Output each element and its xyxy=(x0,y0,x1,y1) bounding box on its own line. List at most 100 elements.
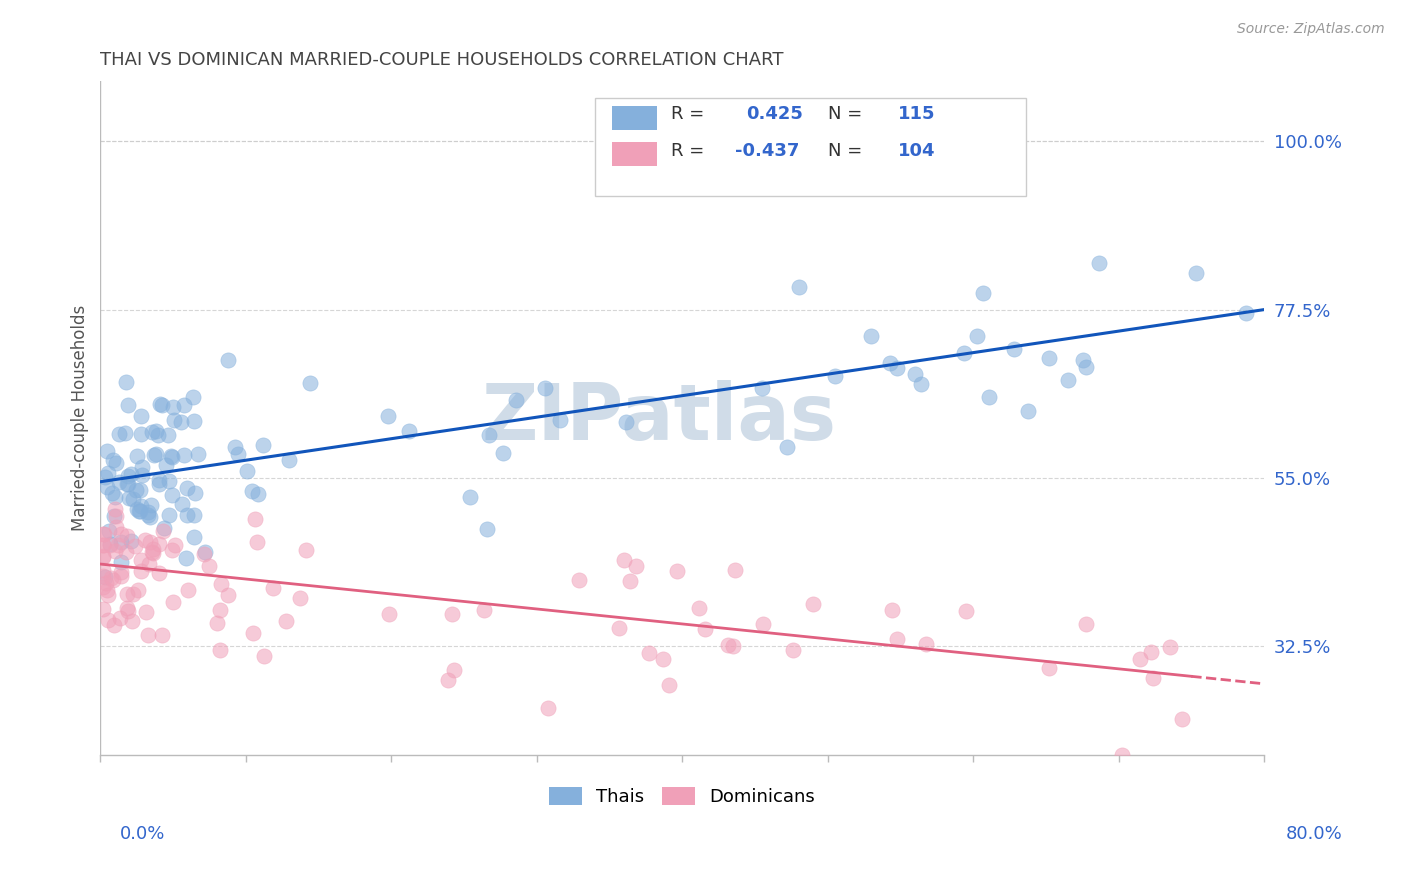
Point xyxy=(103,573,125,587)
Point xyxy=(177,582,200,597)
Point xyxy=(146,427,169,442)
Point xyxy=(135,605,157,619)
Point xyxy=(97,588,120,602)
Point xyxy=(96,443,118,458)
Point xyxy=(886,632,908,646)
Point xyxy=(156,427,179,442)
Point xyxy=(274,614,297,628)
Point xyxy=(115,545,138,559)
Point xyxy=(121,614,143,628)
Point xyxy=(98,537,121,551)
Point xyxy=(118,491,141,506)
Point xyxy=(91,549,114,563)
Point xyxy=(226,447,249,461)
Point xyxy=(533,381,555,395)
Point xyxy=(128,483,150,497)
Point xyxy=(108,475,131,489)
Point xyxy=(101,452,124,467)
Point xyxy=(1170,712,1192,726)
Point xyxy=(886,361,908,376)
Point xyxy=(288,591,311,606)
Point xyxy=(131,468,153,483)
Point xyxy=(536,701,558,715)
Point xyxy=(150,398,173,412)
Point xyxy=(145,447,167,461)
Point xyxy=(110,527,132,541)
Point xyxy=(148,537,170,551)
Point xyxy=(157,508,180,523)
Point xyxy=(246,535,269,549)
Point xyxy=(94,570,117,584)
Point xyxy=(173,448,195,462)
Point xyxy=(117,604,139,618)
Point xyxy=(183,414,205,428)
Text: 0.0%: 0.0% xyxy=(120,825,165,843)
Point xyxy=(91,580,114,594)
Point xyxy=(955,604,977,618)
Point xyxy=(162,400,184,414)
Text: 104: 104 xyxy=(897,142,935,160)
Point xyxy=(181,390,204,404)
Point xyxy=(613,552,636,566)
Point xyxy=(665,565,688,579)
Point xyxy=(120,534,142,549)
Point xyxy=(262,581,284,595)
Point xyxy=(110,555,132,569)
Point xyxy=(104,490,127,504)
Point xyxy=(139,509,162,524)
Point xyxy=(134,533,156,547)
Point xyxy=(277,453,299,467)
Point xyxy=(117,398,139,412)
Point xyxy=(437,673,460,687)
Point xyxy=(217,352,239,367)
Point xyxy=(243,512,266,526)
Point xyxy=(187,446,209,460)
Point xyxy=(443,664,465,678)
Text: N =: N = xyxy=(828,142,862,160)
Point xyxy=(787,280,810,294)
Point xyxy=(638,646,661,660)
Point xyxy=(138,557,160,571)
Point xyxy=(548,413,571,427)
Point xyxy=(114,425,136,440)
FancyBboxPatch shape xyxy=(613,142,657,166)
Point xyxy=(1185,266,1208,280)
Text: THAI VS DOMINICAN MARRIED-COUPLE HOUSEHOLDS CORRELATION CHART: THAI VS DOMINICAN MARRIED-COUPLE HOUSEHO… xyxy=(100,51,785,69)
Point xyxy=(1087,256,1109,270)
Point xyxy=(128,582,150,597)
Point xyxy=(458,490,481,504)
Point xyxy=(105,519,128,533)
Point xyxy=(142,541,165,556)
Point xyxy=(136,628,159,642)
Point xyxy=(170,497,193,511)
Point xyxy=(117,476,139,491)
Point xyxy=(966,329,988,343)
Text: 115: 115 xyxy=(897,104,935,123)
Point xyxy=(93,527,115,541)
Point xyxy=(128,504,150,518)
Point xyxy=(148,476,170,491)
Point xyxy=(173,398,195,412)
Point xyxy=(398,425,420,439)
Point xyxy=(208,643,231,657)
Point xyxy=(183,508,205,522)
Point xyxy=(1236,306,1258,320)
Point xyxy=(155,458,177,472)
Point xyxy=(972,286,994,301)
Point xyxy=(1057,373,1080,387)
Point xyxy=(505,393,527,408)
Point xyxy=(209,603,232,617)
Point xyxy=(205,616,228,631)
Point xyxy=(115,601,138,615)
Point xyxy=(139,535,162,549)
Point xyxy=(136,505,159,519)
Point xyxy=(242,625,264,640)
Point xyxy=(614,415,637,429)
Point xyxy=(1139,645,1161,659)
Point xyxy=(174,550,197,565)
Point xyxy=(619,574,641,589)
Point xyxy=(194,545,217,559)
Point xyxy=(125,483,148,497)
Point xyxy=(1071,353,1094,368)
Point xyxy=(141,545,163,559)
